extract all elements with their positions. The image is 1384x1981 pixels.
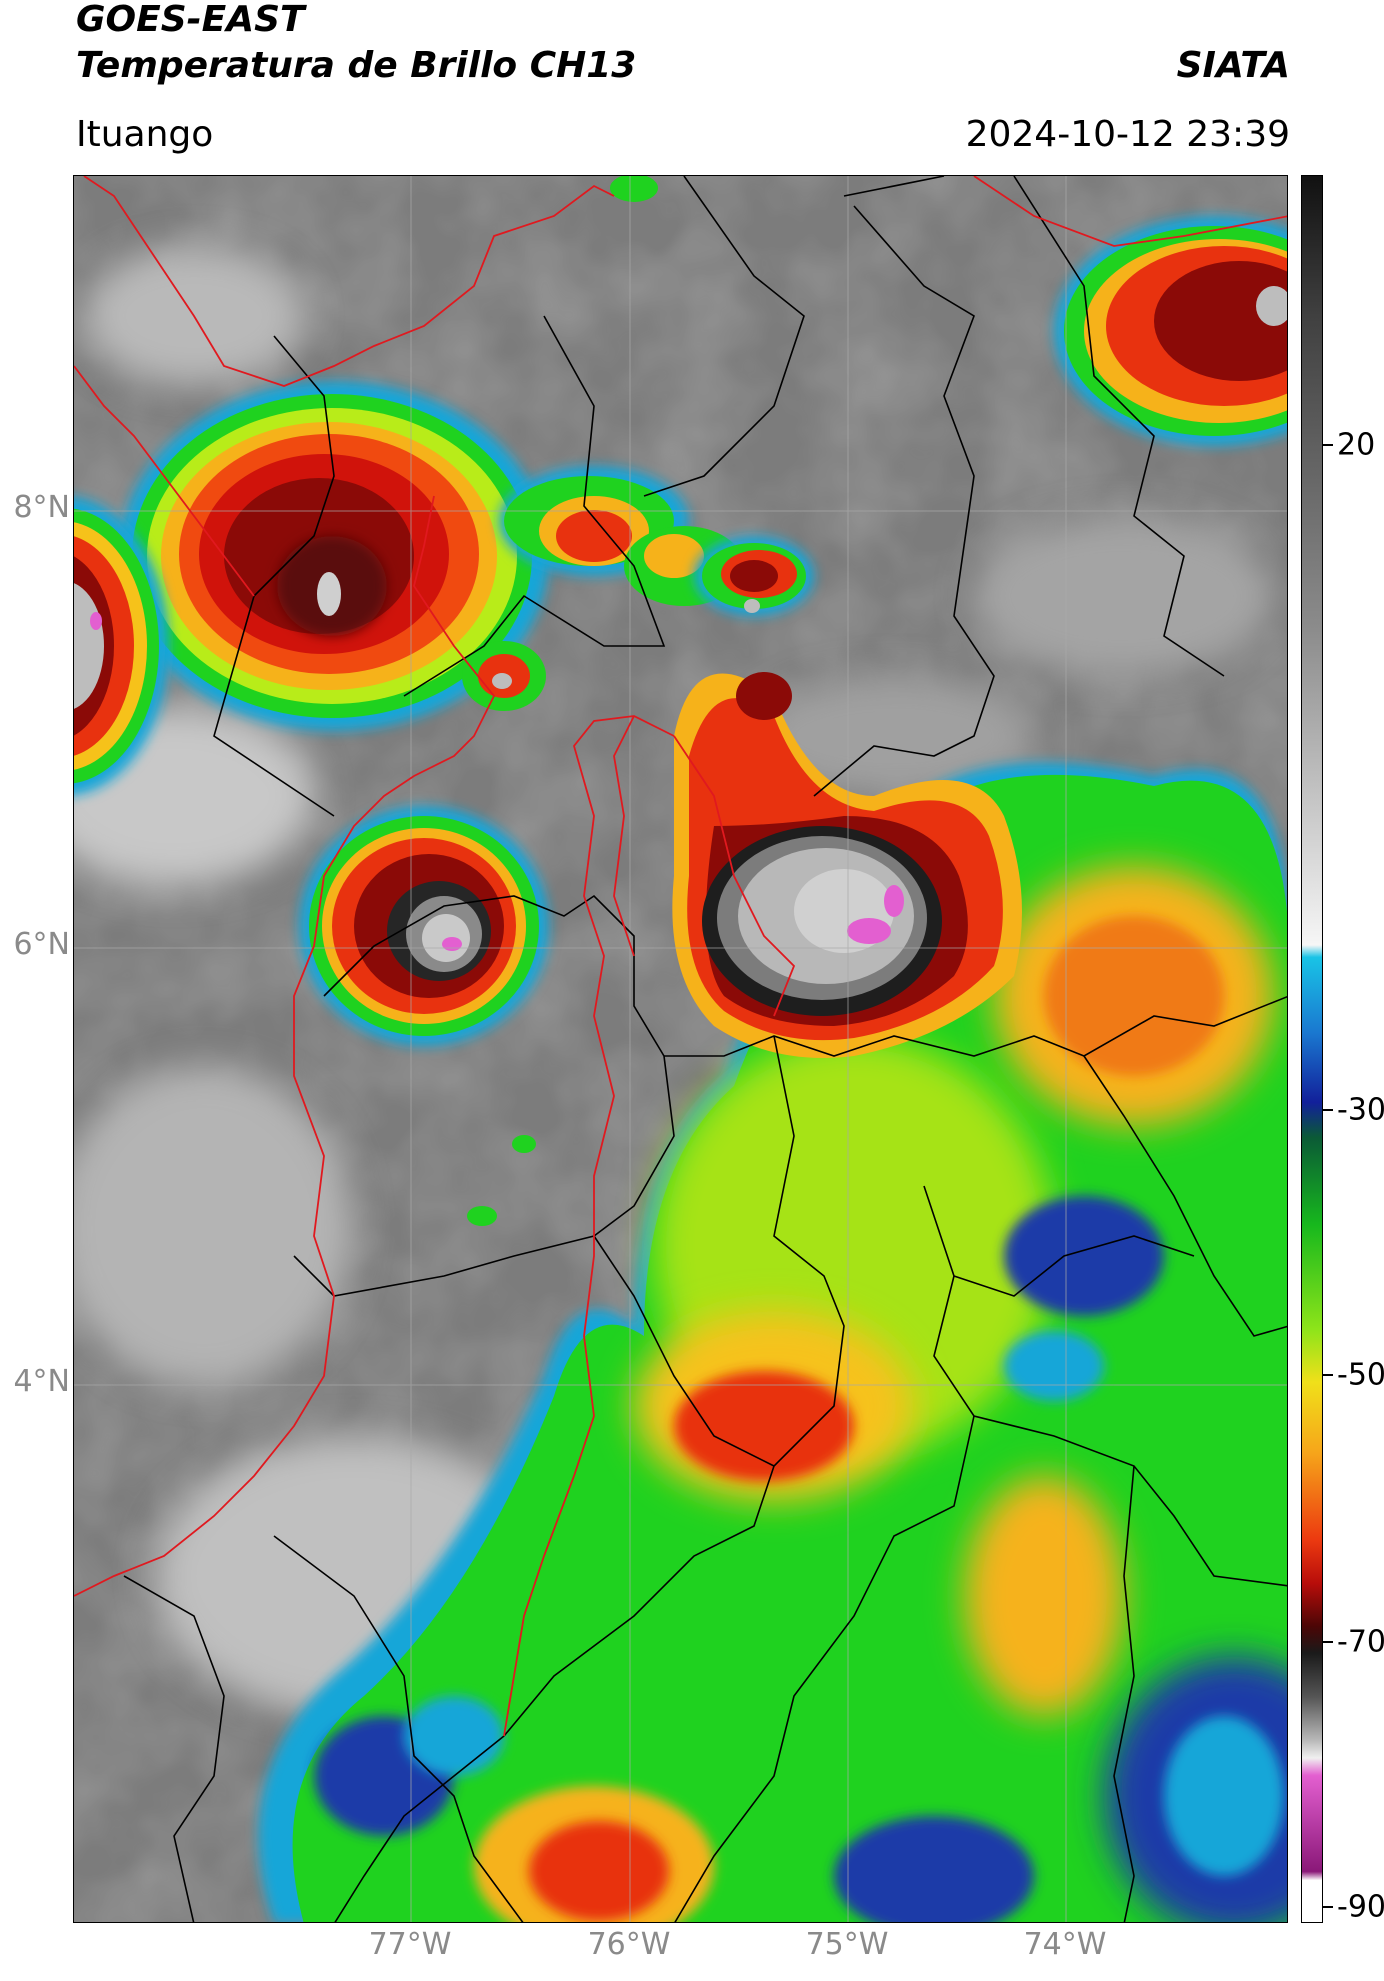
- lon-label-74w: 74°W: [1023, 1927, 1107, 1962]
- lat-label-8n: 8°N: [13, 490, 70, 525]
- colorbar-label-minus70: -70: [1337, 1624, 1384, 1660]
- storm-west: [74, 496, 169, 796]
- map-canvas: [74, 176, 1287, 1922]
- datetime-label: 2024-10-12 23:39: [965, 114, 1290, 155]
- colorbar-tick-minus50: [1323, 1374, 1333, 1376]
- colorbar-label-minus90: -90: [1337, 1889, 1384, 1925]
- storm-mid-west: [299, 806, 549, 1226]
- colorbar-label-minus30: -30: [1337, 1092, 1384, 1128]
- storm-nw: [119, 381, 549, 731]
- regional-borders: [123, 176, 1287, 1922]
- national-borders: [74, 176, 1287, 1737]
- lon-label-75w: 75°W: [805, 1927, 889, 1962]
- satellite-title: GOES-EAST: [76, 0, 305, 40]
- storm-core-central: [672, 672, 1022, 1058]
- colorbar-gradient: [1302, 176, 1322, 1922]
- storm-ne: [1054, 216, 1287, 446]
- storm-band-north: [462, 176, 814, 711]
- colorbar-label-minus50: -50: [1337, 1357, 1384, 1393]
- location-label: Ituango: [76, 114, 214, 155]
- graticule: [74, 176, 1287, 1922]
- lon-label-77w: 77°W: [368, 1927, 452, 1962]
- colorbar-label-20: 20: [1337, 427, 1376, 463]
- colorbar-tick-20: [1323, 444, 1333, 446]
- storm-complex-south: [258, 762, 1287, 1922]
- colorbar: [1301, 175, 1323, 1923]
- lat-label-4n: 4°N: [13, 1364, 70, 1399]
- organization-label: SIATA: [1176, 45, 1290, 86]
- lon-label-76w: 76°W: [587, 1927, 671, 1962]
- colorbar-tick-minus30: [1323, 1109, 1333, 1111]
- product-title: Temperatura de Brillo CH13: [76, 45, 637, 86]
- colorbar-tick-minus70: [1323, 1641, 1333, 1643]
- satellite-map[interactable]: [73, 175, 1288, 1923]
- lat-label-6n: 6°N: [13, 927, 70, 962]
- colorbar-tick-minus90: [1323, 1906, 1333, 1908]
